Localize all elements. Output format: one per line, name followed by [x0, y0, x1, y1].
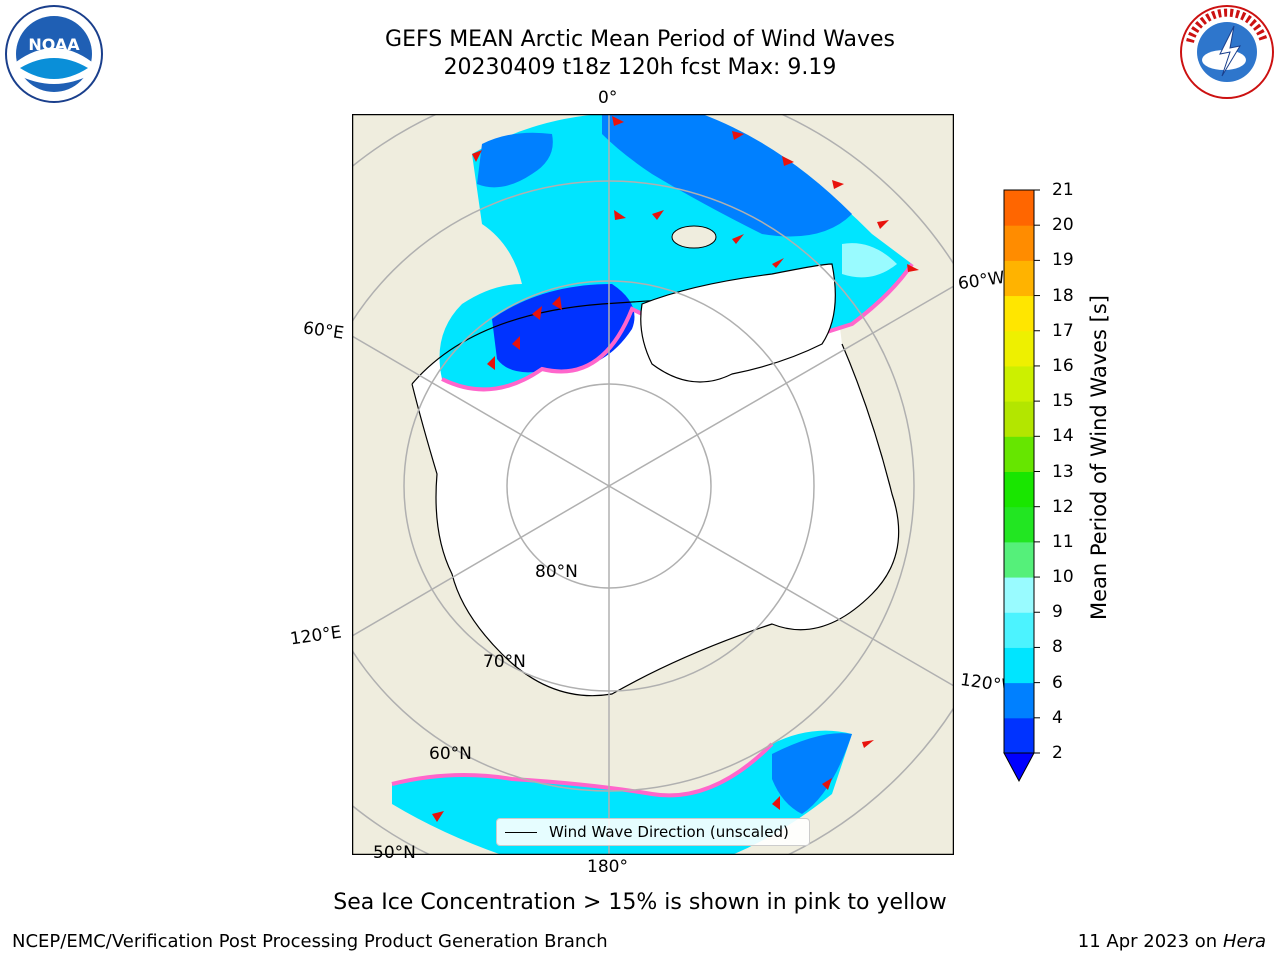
graticule — [352, 114, 954, 855]
colorbar-band — [1004, 330, 1034, 367]
lat-label-50n: 50°N — [373, 843, 416, 863]
colorbar-tick-label: 9 — [1052, 602, 1063, 623]
colorbar-tick-label: 4 — [1052, 707, 1063, 728]
sea-ice-edge-pacific — [391, 742, 774, 798]
lon-label-180: 180° — [587, 857, 628, 877]
lon-label-120e: 120°E — [288, 622, 343, 650]
iceland — [671, 225, 717, 249]
map-frame — [351, 113, 955, 856]
colorbar-band — [1004, 436, 1034, 472]
wave-field-bering — [772, 733, 852, 814]
legend-label: Wind Wave Direction (unscaled) — [549, 823, 789, 841]
lon-label-60e: 60°E — [301, 318, 346, 344]
colorbar-tick-label: 10 — [1052, 567, 1074, 588]
colorbar-under-triangle — [1003, 752, 1035, 783]
wave-field-baltic — [477, 132, 553, 188]
footer-date-text: 11 Apr 2023 on — [1077, 931, 1223, 952]
colorbar-band — [1004, 225, 1034, 261]
lon-label-60w: 60°W — [956, 267, 1007, 295]
colorbar-band — [1004, 260, 1034, 297]
colorbar-band — [1004, 577, 1034, 613]
colorbar-band — [1004, 612, 1034, 648]
colorbar-tick-label: 12 — [1052, 496, 1074, 517]
legend-line-icon — [505, 831, 537, 833]
wind-wave-arrows — [432, 116, 919, 822]
colorbar-title: Mean Period of Wind Waves [s] — [1087, 295, 1111, 620]
colorbar-ticks: 2 4 6 8 9 10 11 12 13 14 15 16 17 18 19 20 21 — [1040, 180, 1100, 770]
chart-subtitle: 20230409 t18z 120h fcst Max: 9.19 — [443, 55, 837, 80]
chart-title: GEFS MEAN Arctic Mean Period of Wind Wav… — [385, 27, 895, 52]
colorbar-tick-label: 6 — [1052, 672, 1063, 693]
lat-label-60n: 60°N — [429, 744, 472, 764]
lon-label-0: 0° — [598, 88, 618, 108]
colorbar-tick-label: 20 — [1052, 215, 1074, 236]
colorbar-band — [1004, 401, 1034, 437]
svg-text:NOAA: NOAA — [28, 35, 80, 54]
colorbar-band — [1004, 506, 1034, 543]
wave-field-labrador — [842, 243, 897, 278]
colorbar-tick-label: 19 — [1052, 250, 1074, 271]
colorbar-tick-label: 2 — [1052, 743, 1063, 763]
map-legend: Wind Wave Direction (unscaled) — [496, 818, 810, 846]
footer-credit: NCEP/EMC/Verification Post Processing Pr… — [12, 931, 608, 952]
colorbar-band — [1004, 365, 1034, 402]
colorbar-band — [1004, 717, 1034, 754]
colorbar-band — [1004, 541, 1034, 578]
colorbar-band — [1004, 295, 1034, 332]
colorbar-band — [1004, 190, 1034, 226]
noaa-logo: NOAA — [4, 4, 104, 104]
colorbar-band — [1004, 682, 1034, 719]
colorbar-tick-label: 18 — [1052, 285, 1074, 306]
greenland — [640, 263, 836, 383]
footer-date: 11 Apr 2023 on Hera — [1078, 931, 1266, 952]
colorbar-tick-label: 16 — [1052, 355, 1074, 376]
lat-label-70n: 70°N — [483, 652, 526, 672]
lat-label-80n: 80°N — [535, 562, 578, 582]
colorbar-tick-label: 17 — [1052, 320, 1074, 341]
nws-logo — [1176, 2, 1278, 102]
colorbar — [1002, 188, 1062, 788]
colorbar-tick-label: 8 — [1052, 637, 1063, 658]
colorbar-band — [1004, 471, 1034, 508]
colorbar-tick-label: 15 — [1052, 391, 1074, 412]
sea-ice-note: Sea Ice Concentration > 15% is shown in … — [333, 890, 947, 915]
polar-map — [351, 113, 955, 856]
colorbar-tick-label: 11 — [1052, 531, 1074, 552]
colorbar-tick-label: 14 — [1052, 426, 1074, 447]
colorbar-tick-label: 13 — [1052, 461, 1074, 482]
colorbar-tick-label: 21 — [1052, 180, 1074, 200]
footer-machine: Hera — [1222, 931, 1266, 952]
wave-field-atlantic-blue — [602, 114, 852, 237]
wave-field-norwegian-sea — [492, 284, 635, 373]
colorbar-band — [1004, 647, 1034, 684]
